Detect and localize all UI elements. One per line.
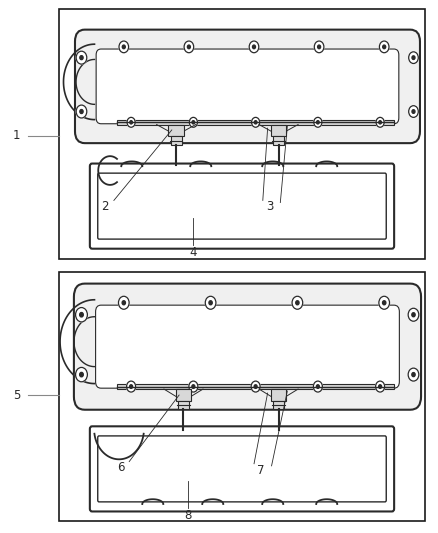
Circle shape: [408, 368, 419, 381]
Circle shape: [254, 385, 257, 389]
FancyBboxPatch shape: [96, 49, 399, 124]
Circle shape: [253, 45, 255, 49]
Circle shape: [187, 45, 191, 49]
Circle shape: [317, 120, 319, 124]
Circle shape: [251, 117, 260, 127]
Circle shape: [118, 296, 129, 309]
Bar: [117, 120, 394, 125]
Bar: [178, 401, 189, 409]
Bar: [59, 272, 425, 521]
Text: 3: 3: [266, 200, 273, 213]
FancyBboxPatch shape: [74, 284, 421, 410]
Text: 8: 8: [185, 509, 192, 522]
Circle shape: [205, 296, 216, 309]
Circle shape: [292, 296, 303, 309]
Circle shape: [122, 45, 125, 49]
Circle shape: [76, 367, 87, 382]
Circle shape: [122, 301, 125, 305]
Circle shape: [130, 385, 133, 389]
Circle shape: [318, 45, 321, 49]
Circle shape: [249, 41, 259, 53]
Circle shape: [376, 381, 385, 392]
FancyBboxPatch shape: [95, 305, 399, 388]
Circle shape: [382, 301, 386, 305]
Circle shape: [76, 51, 87, 64]
Circle shape: [80, 312, 83, 317]
Circle shape: [412, 56, 415, 60]
Circle shape: [314, 117, 322, 127]
Text: 1: 1: [13, 130, 21, 142]
Circle shape: [412, 110, 415, 114]
Bar: [271, 389, 286, 401]
Circle shape: [254, 120, 257, 124]
Bar: [271, 125, 286, 136]
Bar: [176, 389, 191, 401]
Circle shape: [76, 105, 87, 118]
Circle shape: [379, 41, 389, 53]
FancyBboxPatch shape: [90, 164, 394, 249]
Circle shape: [379, 120, 381, 124]
Circle shape: [80, 55, 83, 60]
Circle shape: [192, 385, 195, 389]
Circle shape: [379, 296, 389, 309]
FancyBboxPatch shape: [98, 436, 386, 502]
Bar: [273, 136, 284, 145]
Circle shape: [296, 301, 299, 305]
Circle shape: [408, 308, 419, 321]
Circle shape: [127, 381, 136, 392]
Circle shape: [409, 106, 418, 117]
Circle shape: [412, 313, 415, 317]
Bar: [171, 136, 182, 145]
Circle shape: [184, 41, 194, 53]
Circle shape: [189, 381, 198, 392]
Text: 5: 5: [13, 389, 20, 402]
Bar: [117, 384, 394, 389]
FancyBboxPatch shape: [75, 30, 420, 143]
Bar: [59, 9, 425, 259]
Circle shape: [412, 373, 415, 377]
Circle shape: [313, 381, 322, 392]
Circle shape: [251, 381, 260, 392]
Circle shape: [378, 385, 381, 389]
Circle shape: [409, 52, 418, 63]
Bar: [273, 401, 284, 409]
Circle shape: [376, 117, 384, 127]
Bar: [168, 125, 184, 136]
Circle shape: [80, 110, 83, 114]
Circle shape: [209, 301, 212, 305]
Circle shape: [383, 45, 386, 49]
Circle shape: [316, 385, 319, 389]
Circle shape: [119, 41, 129, 53]
Text: 2: 2: [101, 200, 109, 213]
Text: 7: 7: [257, 464, 265, 477]
FancyBboxPatch shape: [90, 426, 394, 512]
Circle shape: [80, 373, 83, 377]
Circle shape: [127, 117, 135, 127]
Circle shape: [189, 117, 198, 127]
Circle shape: [76, 308, 87, 322]
Text: 4: 4: [189, 246, 197, 259]
Circle shape: [130, 120, 132, 124]
Circle shape: [192, 120, 195, 124]
FancyBboxPatch shape: [98, 173, 386, 239]
Circle shape: [314, 41, 324, 53]
Text: 6: 6: [117, 462, 124, 474]
